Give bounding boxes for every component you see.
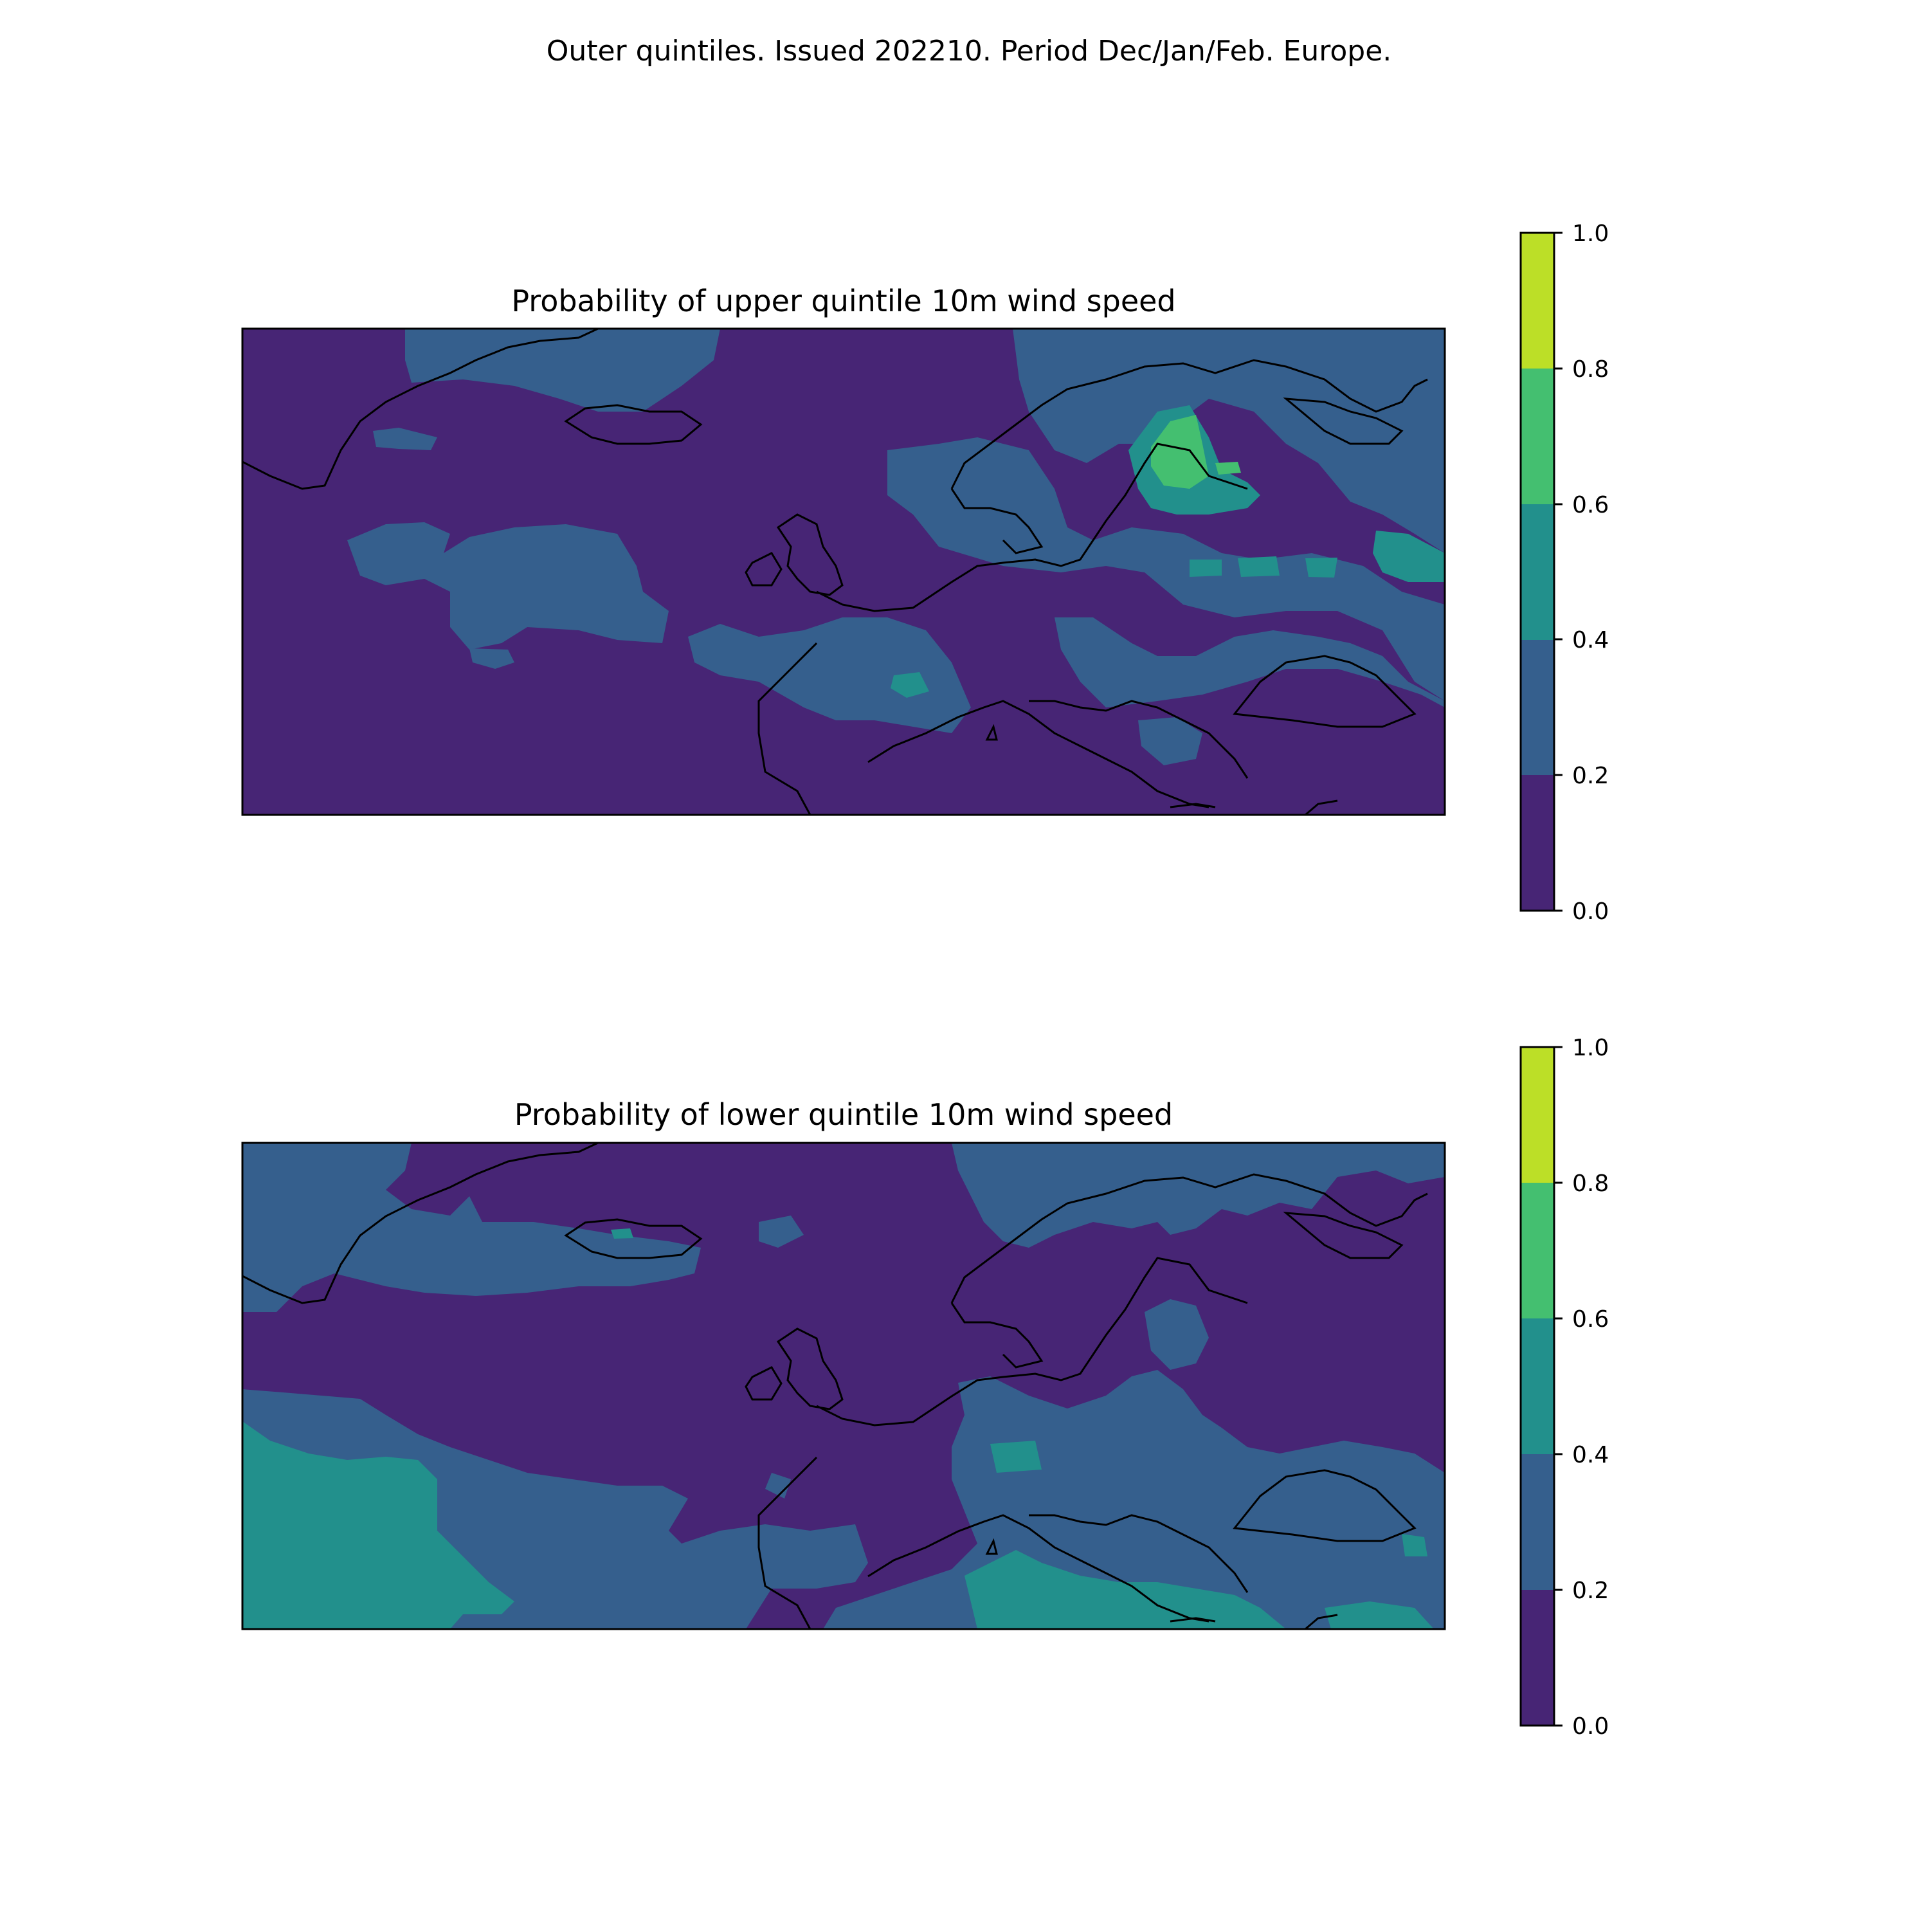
contour-region [405,329,720,412]
contour-region [242,1421,514,1629]
colorbar-tick-label: 0.8 [1572,356,1609,383]
coastlines-lower [242,1143,1428,1629]
contour-region [1151,415,1209,489]
colorbar-segment [1521,1183,1554,1318]
contour-region [688,617,971,733]
contour-region [952,1143,1445,1248]
contour-region [765,1473,791,1499]
contour-region [759,1216,804,1248]
colorbar-tick-label: 0.2 [1572,1578,1609,1604]
colorbar-segment [1521,775,1554,911]
colorbar-segment [1521,639,1554,775]
colorbar-tick-label: 0.0 [1572,1713,1609,1740]
panel-title-lower: Probability of lower quintile 10m wind s… [514,1097,1173,1132]
contour-region [1013,329,1445,553]
contour-region [1325,1601,1434,1629]
colorbar-tick-label: 0.4 [1572,1442,1609,1468]
contour-region [1138,717,1202,765]
map-upper [242,329,1445,815]
colorbar-tick-label: 0.2 [1572,763,1609,789]
colorbar-segment [1521,233,1554,369]
colorbar-segment [1521,504,1554,640]
contour-region [887,437,1445,701]
colorbar-tick-label: 1.0 [1572,221,1609,247]
contour-region [1238,556,1280,577]
contour-region [469,648,514,669]
contour-region [1402,1534,1427,1556]
contour-region [823,1370,1445,1629]
contour-region [990,1441,1042,1473]
contour-region [1190,560,1222,577]
colorbar-upper: 0.0 0.2 0.4 0.6 0.8 1.0 [1519,221,1609,925]
contour-region [347,522,669,650]
colorbar-tick-label: 0.6 [1572,492,1609,518]
contour-region [373,428,437,450]
contour-region [1145,1299,1209,1370]
colorbar-segment [1521,1318,1554,1454]
contour-region [1305,558,1337,578]
coastlines-upper [242,329,1428,815]
map-frame-lower [241,1142,1446,1630]
contour-region [242,1143,701,1312]
colorbar-tick-label: 0.8 [1572,1171,1609,1197]
colorbar-segment [1521,369,1554,504]
colorbar-tick-label: 0.4 [1572,627,1609,653]
map-lower [242,1143,1445,1629]
colorbar-tick-label: 0.0 [1572,898,1609,925]
colorbar-segment [1521,1454,1554,1590]
colorbar-lower: 0.0 0.2 0.4 0.6 0.8 1.0 [1519,1035,1609,1740]
contour-region [964,1550,1286,1629]
colorbar-tick-label: 0.6 [1572,1306,1609,1333]
contour-region [1373,531,1445,582]
contour-region [611,1228,633,1239]
colorbar-segment [1521,1047,1554,1183]
figure-title: Outer quintiles. Issued 202210. Period D… [547,35,1392,68]
map-frame-upper [241,327,1446,816]
contour-region [1215,462,1241,475]
panel-title-upper: Probability of upper quintile 10m wind s… [511,284,1175,318]
contour-region [1055,617,1445,707]
contour-region [891,672,929,698]
colorbar-tick-label: 1.0 [1572,1035,1609,1061]
colorbar-segment [1521,1590,1554,1726]
